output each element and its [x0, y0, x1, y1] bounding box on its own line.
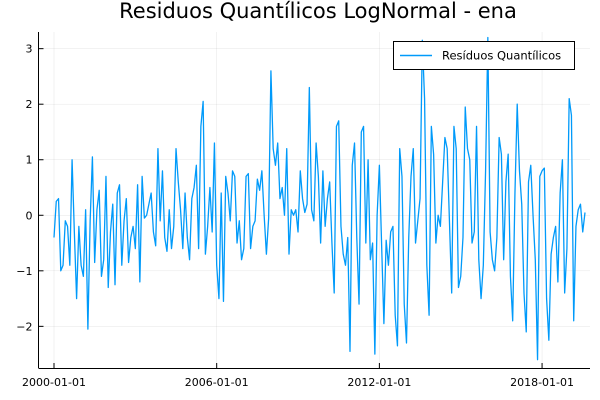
y-tick-label: −1 — [16, 265, 32, 278]
x-tick-label: 2006-01-01 — [185, 376, 249, 389]
x-tick-label: 2000-01-01 — [22, 376, 86, 389]
y-tick-label: 2 — [26, 98, 33, 111]
x-tick-label: 2012-01-01 — [347, 376, 411, 389]
legend: Resíduos Quantílicos — [393, 41, 575, 70]
y-tick-label: 3 — [26, 43, 33, 56]
series-line — [53, 36, 586, 361]
y-ticks: −2 −1 0 1 2 3 — [16, 43, 44, 333]
grid — [38, 32, 590, 368]
chart-title: Residuos Quantílicos LogNormal - ena — [119, 0, 517, 23]
x-ticks: 2000-01-01 2006-01-01 2012-01-01 2018-01-01 — [22, 363, 574, 389]
x-tick-label: 2018-01-01 — [510, 376, 574, 389]
legend-label: Resíduos Quantílicos — [442, 49, 561, 63]
y-tick-label: −2 — [16, 320, 32, 333]
y-tick-label: 1 — [26, 154, 33, 167]
axes — [38, 32, 590, 369]
y-tick-label: 0 — [26, 209, 33, 222]
